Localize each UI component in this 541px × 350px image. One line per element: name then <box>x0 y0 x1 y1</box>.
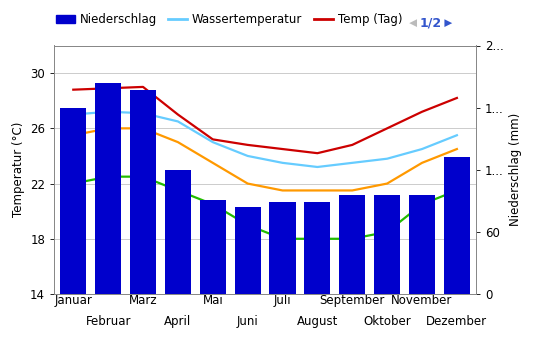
Text: März: März <box>129 294 157 307</box>
Bar <box>95 83 121 294</box>
Text: November: November <box>391 294 453 307</box>
Text: Oktober: Oktober <box>363 315 411 328</box>
Text: Mai: Mai <box>202 294 223 307</box>
Bar <box>130 90 156 294</box>
Text: Januar: Januar <box>54 294 92 307</box>
Text: April: April <box>164 315 192 328</box>
Y-axis label: Niederschlag (mm): Niederschlag (mm) <box>510 113 523 226</box>
Text: September: September <box>320 294 385 307</box>
Text: 1/2: 1/2 <box>420 17 442 30</box>
Bar <box>235 207 261 294</box>
Legend: Niederschlag, Wassertemperatur, Temp (Tag): Niederschlag, Wassertemperatur, Temp (Ta… <box>56 13 403 26</box>
Y-axis label: Temperatur (°C): Temperatur (°C) <box>11 122 24 217</box>
Bar <box>165 170 191 294</box>
Bar <box>444 158 470 294</box>
Bar <box>339 195 365 294</box>
Text: Juli: Juli <box>274 294 292 307</box>
Text: Februar: Februar <box>85 315 131 328</box>
Bar <box>409 195 435 294</box>
Bar <box>200 199 226 294</box>
Bar <box>305 202 331 294</box>
Text: August: August <box>296 315 338 328</box>
Bar <box>60 108 87 294</box>
Text: Dezember: Dezember <box>426 315 487 328</box>
Bar <box>374 195 400 294</box>
Text: Juni: Juni <box>237 315 259 328</box>
Bar <box>269 202 295 294</box>
